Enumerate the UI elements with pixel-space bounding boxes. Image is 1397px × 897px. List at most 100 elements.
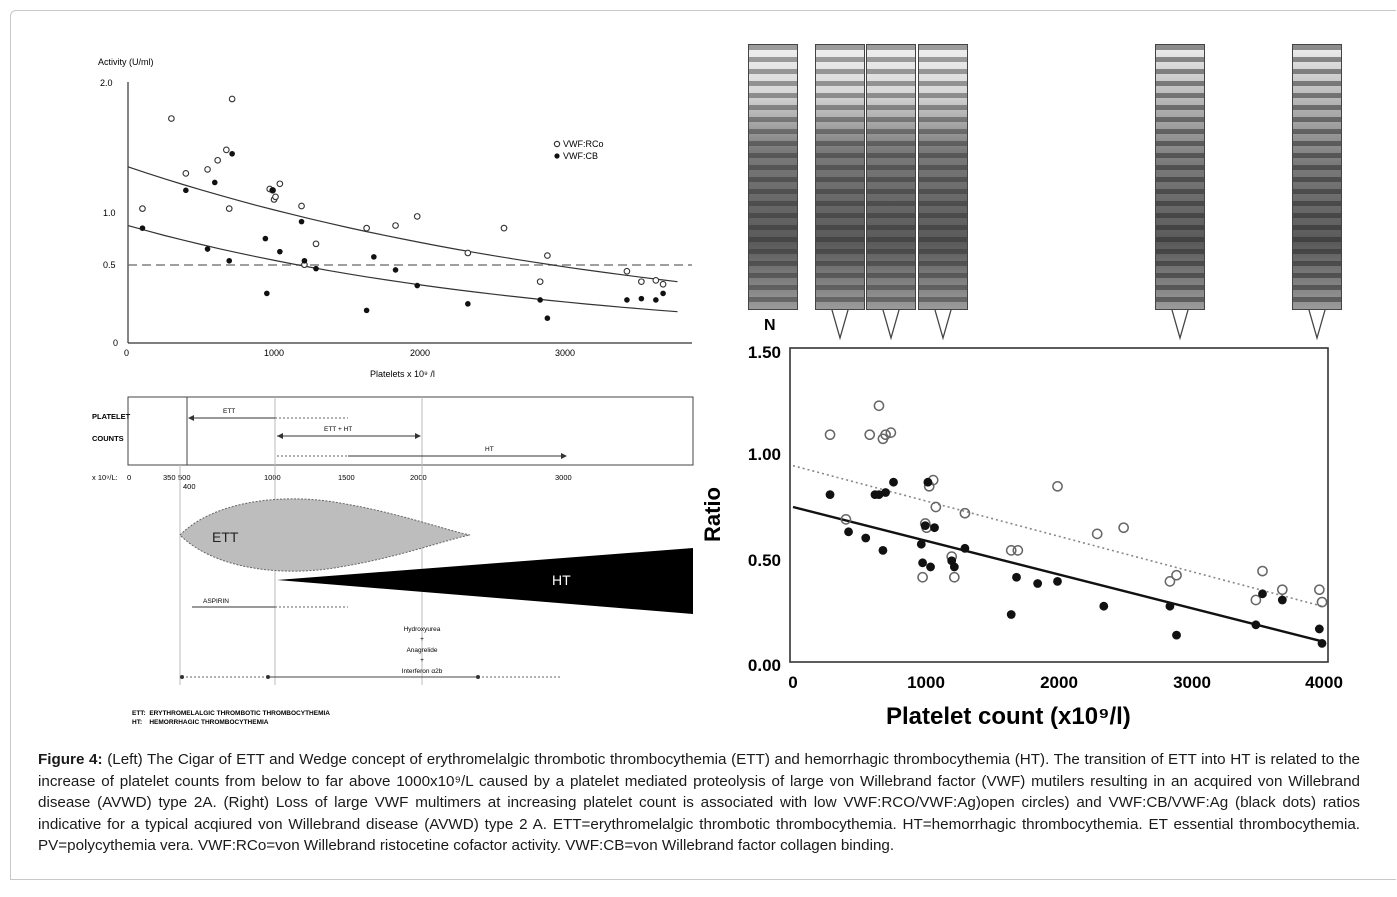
ht-wedge-label: HT [552, 572, 571, 588]
vwf-rco-point [544, 252, 551, 259]
rco-ratio-point [1091, 528, 1103, 540]
activity-marks [127, 95, 678, 322]
activity-x-axis-title: Platelets x 10⁹ /l [370, 369, 435, 379]
vwf-rco-point [214, 156, 222, 164]
gel-lane [1155, 44, 1205, 310]
figure-frame [10, 10, 1396, 880]
vwf-rco-point [500, 224, 508, 232]
rco-ratio-point [1171, 569, 1182, 581]
rco-ratio-point [1012, 545, 1024, 556]
cb-ratio-point [1099, 601, 1109, 611]
ratio-x-tick: 1000 [907, 673, 945, 692]
cb-ratio-point [878, 546, 888, 555]
cb-ratio-point [949, 562, 959, 572]
range-endpoint-icon [476, 675, 480, 679]
vwf-rco-point [413, 213, 421, 220]
rco-ratio-point [1164, 576, 1176, 587]
aspirin-label: ASPIRIN [203, 598, 229, 605]
cb-ratio-point [881, 488, 890, 497]
platelet-tick: 1000 [264, 473, 281, 482]
cb-ratio-point [1053, 577, 1062, 586]
cb-ratio-point [1277, 595, 1287, 605]
cb-ratio-point [1033, 579, 1043, 588]
activity-y-tick: 2.0 [100, 78, 113, 88]
legend-filled-circle-icon [554, 153, 560, 159]
vwf-rco-point [623, 267, 631, 275]
rco-ratio-point [1276, 584, 1288, 596]
rco-ratio-point [930, 501, 942, 513]
vwf-rco-point [222, 146, 230, 154]
arrowhead-icon [277, 433, 283, 439]
activity-chart: Activity (U/ml) 2.0 1.0 0.5 0 0 1000 200… [98, 57, 692, 379]
ett-cigar-shape [179, 498, 471, 572]
vwf-cb-point [465, 301, 471, 307]
cb-ratio-point [861, 533, 871, 543]
ratio-fit-line [792, 505, 1323, 643]
vwf-cb-point [392, 267, 399, 273]
activity-x-tick: 0 [124, 348, 129, 358]
cb-ratio-point [930, 523, 939, 533]
range-endpoint-icon [180, 675, 184, 679]
platelet-sub-tick: 400 [183, 482, 196, 491]
platelet-tick: 3000 [555, 473, 572, 482]
gel-lane [815, 44, 865, 310]
vwf-cb-point [301, 257, 308, 264]
activity-y-tick: 0 [113, 338, 118, 348]
vwf-rco-point [638, 278, 645, 286]
ratio-x-axis-title: Platelet count (x10⁹/l) [886, 703, 1131, 730]
cb-ratio-point [844, 527, 853, 537]
vwf-cb-point [363, 307, 370, 314]
treatment-plus: + [420, 636, 424, 643]
platelet-row-label: COUNTS [92, 434, 124, 443]
rco-ratio-point [959, 507, 971, 519]
gel-lane-normal [748, 44, 798, 310]
range-label-ett-ht: ETT + HT [324, 426, 352, 433]
arrowhead-icon [561, 453, 567, 459]
ratio-y-tick: 0.00 [748, 656, 781, 675]
figure-caption: Figure 4: (Left) The Cigar of ETT and We… [38, 749, 1360, 857]
activity-x-ticks: 0 1000 2000 3000 [124, 348, 575, 358]
cb-ratio-point [920, 521, 930, 530]
platelet-ticks: 0 350 500 1000 1500 2000 3000 400 [127, 473, 572, 491]
rco-ratio-point [1250, 594, 1262, 606]
ratio-y-tick: 0.50 [748, 551, 781, 570]
vwf-cb-point [624, 297, 630, 303]
treatment-label: Anagrelide [406, 647, 437, 654]
vwf-cb-point [653, 297, 659, 303]
vwf-rco-point [276, 180, 284, 188]
rco-ratio-point [824, 429, 836, 441]
rco-ratio-point [885, 427, 897, 438]
platelet-box [127, 396, 694, 466]
vwf-cb-point [229, 150, 235, 157]
arrowhead-icon [188, 415, 194, 421]
vwf-cb-point [638, 295, 645, 302]
activity-y-tick: 0.5 [103, 260, 116, 270]
rco-ratio-point [1314, 584, 1325, 596]
platelet-row-label: PLATELET [92, 412, 131, 421]
vwf-rco-point [659, 280, 667, 288]
vwf-rco-point [312, 240, 320, 248]
ratio-marks [792, 400, 1328, 648]
cb-ratio-point [1012, 572, 1021, 582]
rco-ratio-point [880, 429, 891, 441]
vwf-rco-point [363, 224, 370, 232]
cb-ratio-point [874, 490, 884, 499]
gel-lane [1292, 44, 1342, 310]
ett-cigar-label: ETT [212, 529, 239, 545]
platelet-tick: 2000 [410, 473, 427, 482]
arrowhead-icon [415, 433, 421, 439]
ratio-y-axis-title: Ratio [700, 487, 725, 542]
vwf-cb-point [269, 187, 276, 194]
legend-open-circle-icon [553, 140, 561, 148]
rco-ratio-point [1118, 522, 1129, 534]
ratio-x-tick: 4000 [1305, 673, 1343, 692]
vwf-cb-point [298, 218, 305, 225]
vwf-cb-point [204, 246, 211, 252]
activity-x-tick: 3000 [555, 348, 575, 358]
range-label-ht: HT [485, 446, 494, 453]
rco-ratio-point [864, 429, 876, 441]
vwf-cb-point [139, 225, 146, 231]
cb-ratio-point [918, 558, 928, 568]
platelet-tick: 1500 [338, 473, 355, 482]
legend-label: VWF:RCo [563, 139, 604, 149]
